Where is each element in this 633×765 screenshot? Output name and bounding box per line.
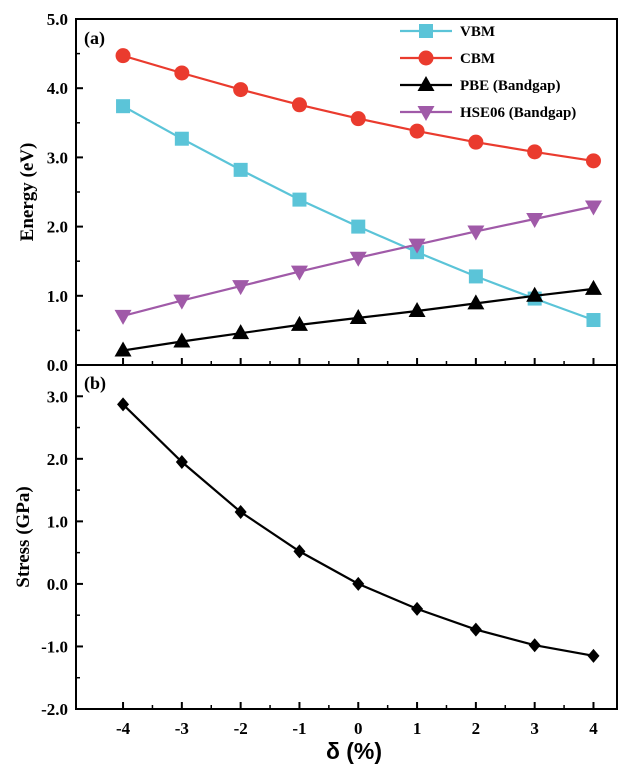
panel-b-y-axis-label: Stress (GPa)	[13, 486, 34, 588]
data-point-cbm	[233, 82, 249, 98]
y-tick-label: 3.0	[47, 387, 68, 406]
y-tick-label: 3.0	[47, 148, 68, 167]
series-line-vbm	[122, 105, 594, 322]
data-point-pbe-bandgap	[173, 332, 191, 348]
panel-a-series	[114, 48, 602, 357]
y-tick-label: 2.0	[47, 218, 68, 237]
data-point-stress	[587, 648, 600, 663]
data-point-pbe-bandgap	[290, 315, 308, 331]
y-tick-label: 0.0	[47, 356, 68, 375]
panel-a-frame	[75, 18, 618, 366]
panel-b: (b) -2.0 -1.0 0.0 1.0 2.0 3.0 -4 -3 -2 -1 0 1 2 3 4	[41, 358, 618, 738]
data-point-cbm	[527, 144, 543, 160]
x-tick-label: -3	[175, 719, 189, 738]
data-point-pbe-bandgap	[467, 294, 485, 310]
data-point-vbm	[233, 162, 248, 177]
legend-marker-hse06-bandgap	[417, 106, 435, 121]
data-point-hse06-bandgap	[584, 200, 602, 216]
legend-marker-pbe-bandgap	[417, 76, 435, 91]
x-tick-label: -4	[116, 719, 131, 738]
data-point-pbe-bandgap	[114, 341, 132, 357]
panel-b-y-ticks: -2.0 -1.0 0.0 1.0 2.0 3.0	[41, 387, 83, 719]
y-tick-label: 1.0	[47, 512, 68, 531]
x-tick-label: 0	[354, 719, 363, 738]
data-point-vbm	[116, 99, 131, 114]
data-point-stress	[469, 622, 482, 637]
data-point-stress	[293, 544, 306, 559]
legend: VBM CBM PBE (Bandgap) HSE06 (Bandgap)	[400, 24, 576, 121]
data-point-stress	[175, 454, 188, 469]
x-tick-label: 1	[413, 719, 422, 738]
data-point-vbm	[586, 313, 601, 328]
y-tick-label: 1.0	[47, 287, 68, 306]
legend-label-hse06-bandgap: HSE06 (Bandgap)	[460, 105, 576, 121]
x-tick-label: 2	[472, 719, 481, 738]
data-point-pbe-bandgap	[584, 279, 602, 295]
data-point-hse06-bandgap	[526, 212, 544, 228]
data-point-hse06-bandgap	[349, 251, 367, 267]
data-point-cbm	[350, 111, 366, 127]
y-tick-label: 4.0	[47, 79, 68, 98]
data-point-pbe-bandgap	[232, 324, 250, 340]
panel-a-y-axis-label: Energy (eV)	[17, 143, 38, 242]
data-point-stress	[528, 638, 541, 653]
data-point-stress	[234, 504, 247, 519]
data-point-pbe-bandgap	[408, 302, 426, 318]
data-point-cbm	[291, 97, 307, 113]
legend-marker-cbm	[418, 50, 434, 66]
data-point-cbm	[585, 153, 601, 169]
panel-a: (a) 0.0 1.0 2.0 3.0 4.0 5.0 VBM CBM PBE (Bandga…	[47, 10, 618, 375]
data-point-hse06-bandgap	[408, 238, 426, 254]
legend-marker-vbm	[419, 24, 433, 38]
y-tick-label: -1.0	[41, 637, 68, 656]
x-tick-label: -1	[292, 719, 306, 738]
data-point-stress	[352, 576, 365, 591]
data-point-stress	[411, 601, 424, 616]
x-tick-label: -2	[234, 719, 248, 738]
data-point-cbm	[174, 65, 190, 81]
x-axis-label: δ (%)	[326, 738, 382, 764]
panel-a-y-ticks: 0.0 1.0 2.0 3.0 4.0 5.0	[47, 10, 83, 375]
data-point-stress	[117, 397, 130, 412]
y-tick-label: 2.0	[47, 450, 68, 469]
data-point-hse06-bandgap	[173, 294, 191, 310]
series-line-stress	[122, 403, 594, 657]
y-tick-label: -2.0	[41, 700, 68, 719]
legend-label-vbm: VBM	[460, 24, 495, 40]
legend-label-cbm: CBM	[460, 51, 495, 67]
data-point-pbe-bandgap	[349, 308, 367, 324]
data-point-pbe-bandgap	[526, 286, 544, 302]
y-tick-label: 5.0	[47, 10, 68, 29]
panel-b-frame	[75, 364, 618, 710]
data-point-cbm	[115, 48, 131, 64]
data-point-vbm	[468, 269, 483, 284]
y-tick-label: 0.0	[47, 575, 68, 594]
data-point-hse06-bandgap	[290, 265, 308, 281]
data-point-hse06-bandgap	[467, 225, 485, 241]
x-axis-ticks: -4 -3 -2 -1 0 1 2 3 4	[116, 358, 598, 738]
legend-label-pbe-bandgap: PBE (Bandgap)	[460, 78, 560, 94]
x-tick-label: 3	[530, 719, 539, 738]
data-point-cbm	[409, 123, 425, 139]
panel-b-series	[117, 397, 600, 663]
data-point-vbm	[292, 192, 307, 207]
panel-b-label: (b)	[84, 373, 106, 394]
data-point-cbm	[468, 134, 484, 150]
data-point-vbm	[351, 219, 366, 234]
panel-a-label: (a)	[84, 28, 105, 49]
data-point-vbm	[174, 131, 189, 146]
data-point-hse06-bandgap	[232, 280, 250, 296]
data-point-hse06-bandgap	[114, 309, 132, 325]
x-tick-label: 4	[589, 719, 598, 738]
